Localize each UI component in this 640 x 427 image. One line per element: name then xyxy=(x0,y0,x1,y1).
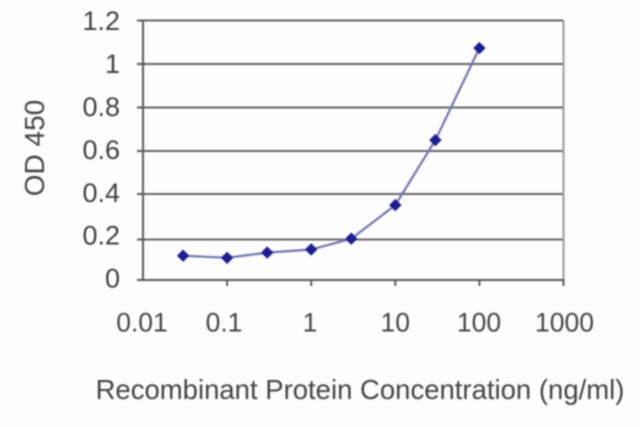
svg-text:1.2: 1.2 xyxy=(82,6,120,36)
svg-text:10: 10 xyxy=(381,308,410,338)
svg-text:0.01: 0.01 xyxy=(116,308,168,338)
svg-text:1: 1 xyxy=(303,308,318,338)
svg-text:1000: 1000 xyxy=(535,308,594,338)
svg-text:0.1: 0.1 xyxy=(206,308,243,338)
svg-text:0.4: 0.4 xyxy=(82,178,120,208)
svg-text:0.2: 0.2 xyxy=(82,221,120,251)
svg-text:0: 0 xyxy=(105,264,120,294)
svg-text:0.8: 0.8 xyxy=(82,92,120,122)
svg-text:1: 1 xyxy=(105,49,120,79)
svg-text:100: 100 xyxy=(457,308,501,338)
svg-text:Recombinant Protein Concentrat: Recombinant Protein Concentration (ng/ml… xyxy=(96,374,625,405)
svg-text:0.6: 0.6 xyxy=(82,135,120,165)
svg-text:OD 450: OD 450 xyxy=(19,100,50,197)
